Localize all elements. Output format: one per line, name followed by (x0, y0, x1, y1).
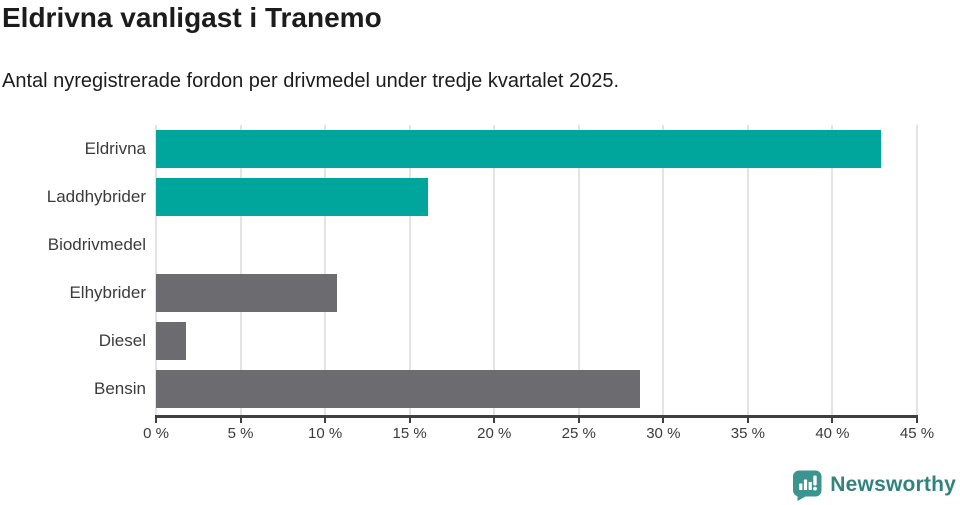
x-axis-tick-label-10: 10 % (308, 425, 343, 442)
x-axis-tick-45 (916, 418, 918, 423)
category-label-laddhybrider: Laddhybrider (46, 187, 146, 206)
x-axis-tick-20 (493, 418, 496, 423)
x-axis-tick-label-35: 35 % (730, 425, 765, 442)
x-axis-tick-label-0: 0 % (143, 425, 169, 442)
gridline-40 (831, 125, 834, 415)
gridline-45 (916, 125, 918, 415)
bar-eldrivna (156, 130, 882, 168)
bar-laddhybrider (156, 178, 429, 216)
x-axis-tick-label-5: 5 % (227, 425, 254, 442)
gridline-35 (746, 125, 749, 415)
gridline-30 (662, 125, 665, 415)
chart-subtitle: Antal nyregistrerade fordon per drivmede… (2, 70, 620, 92)
newsworthy-speech-bubble-bar-chart-icon (793, 470, 822, 501)
x-axis-tick-label-40: 40 % (815, 425, 850, 442)
chart-title: Eldrivna vanligast i Tranemo (2, 2, 382, 33)
gridline-20 (493, 125, 496, 415)
x-axis-line (155, 415, 918, 418)
x-axis-tick-10 (324, 418, 327, 423)
x-axis-tick-0 (155, 418, 157, 423)
bar-diesel (156, 322, 187, 360)
newsworthy-brand-text: Newsworthy (830, 473, 956, 496)
gridline-0 (155, 125, 157, 415)
category-label-bensin: Bensin (94, 379, 146, 398)
category-label-biodrivmedel: Biodrivmedel (47, 235, 146, 254)
x-axis-tick-30 (662, 418, 665, 423)
x-axis-tick-label-20: 20 % (477, 425, 512, 442)
bar-elhybrider (156, 274, 337, 312)
x-axis-tick-label-30: 30 % (646, 425, 681, 442)
gridline-25 (577, 125, 580, 415)
bar-bensin (156, 370, 640, 408)
x-axis-tick-15 (408, 418, 411, 423)
x-axis-tick-label-15: 15 % (392, 425, 427, 442)
x-axis-tick-label-25: 25 % (561, 425, 596, 442)
gridline-5 (239, 125, 242, 415)
x-axis-tick-label-45: 45 % (899, 425, 935, 442)
x-axis-tick-35 (746, 418, 749, 423)
x-axis-tick-5 (239, 418, 242, 423)
x-axis-tick-40 (831, 418, 834, 423)
category-label-elhybrider: Elhybrider (69, 283, 146, 302)
x-axis-tick-25 (577, 418, 580, 423)
category-label-diesel: Diesel (98, 331, 146, 350)
newsworthy-logo: Newsworthy (793, 469, 956, 501)
gridline-15 (408, 125, 411, 415)
gridline-10 (324, 125, 327, 415)
category-label-eldrivna: Eldrivna (84, 139, 146, 158)
